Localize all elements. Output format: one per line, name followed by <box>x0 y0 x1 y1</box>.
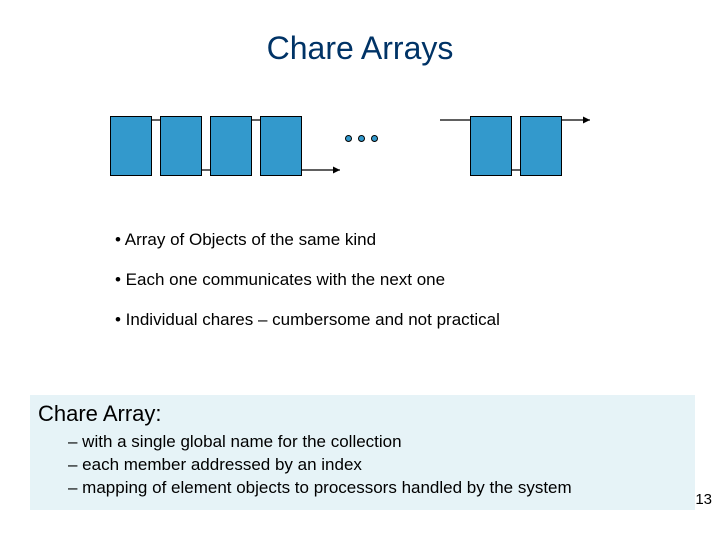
ellipsis-dot <box>358 135 365 142</box>
array-box <box>260 116 302 176</box>
array-box <box>470 116 512 176</box>
bottom-block: Chare Array: – with a single global name… <box>30 395 695 510</box>
bullet-2: • Each one communicates with the next on… <box>115 260 595 300</box>
sub-bullet-1: – with a single global name for the coll… <box>68 431 687 454</box>
array-box <box>110 116 152 176</box>
array-box <box>160 116 202 176</box>
bottom-heading: Chare Array: <box>38 401 687 427</box>
ellipsis-dots <box>345 135 378 142</box>
sub-bullet-2: – each member addressed by an index <box>68 454 687 477</box>
slide-title: Chare Arrays <box>0 30 720 67</box>
sub-bullet-3: – mapping of element objects to processo… <box>68 477 687 500</box>
bullet-3: • Individual chares – cumbersome and not… <box>115 300 595 340</box>
array-diagram <box>80 110 640 185</box>
slide: Chare Arrays • Array of Objects of the s… <box>0 0 720 540</box>
bullet-1: • Array of Objects of the same kind <box>115 220 595 260</box>
page-number: 13 <box>695 491 712 508</box>
array-box <box>210 116 252 176</box>
top-bullets: • Array of Objects of the same kind • Ea… <box>115 220 595 340</box>
array-box <box>520 116 562 176</box>
ellipsis-dot <box>345 135 352 142</box>
ellipsis-dot <box>371 135 378 142</box>
